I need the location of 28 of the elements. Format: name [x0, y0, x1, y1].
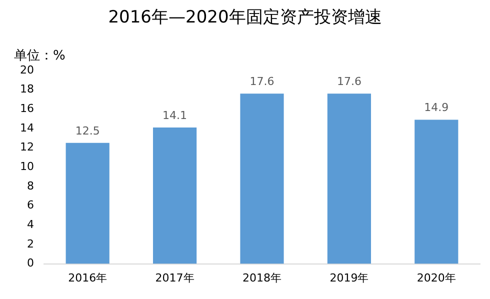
y-tick-label: 12 [20, 140, 34, 154]
y-tick-label: 18 [20, 82, 34, 96]
bar [240, 94, 284, 264]
y-tick-label: 0 [26, 256, 34, 270]
x-tick-label: 2018年 [242, 271, 282, 284]
x-tick-label: 2019年 [330, 271, 369, 284]
bar [66, 142, 110, 264]
bar [327, 94, 371, 264]
data-label: 17.6 [250, 74, 274, 88]
bar [414, 120, 458, 264]
y-tick-label: 16 [20, 102, 34, 115]
y-tick-label: 2 [26, 237, 34, 250]
y-tick-label: 6 [26, 198, 34, 212]
data-label: 14.1 [162, 108, 188, 122]
x-tick-label: 2016年 [68, 271, 108, 284]
chart-title: 2016年—2020年固定资产投资增速 [108, 8, 382, 28]
y-tick-label: 4 [26, 218, 34, 231]
y-axis-title: 单位：% [14, 48, 66, 64]
data-label: 12.5 [75, 124, 100, 138]
x-tick-label: 2017年 [155, 271, 194, 284]
data-label: 14.9 [424, 101, 449, 114]
y-tick-label: 10 [20, 160, 34, 173]
y-tick-label: 14 [20, 121, 34, 134]
y-tick-label: 20 [20, 63, 34, 76]
y-tick-label: 8 [26, 179, 34, 192]
x-tick-label: 2020年 [416, 271, 456, 284]
bar [153, 127, 197, 264]
data-label: 17.6 [336, 74, 362, 88]
